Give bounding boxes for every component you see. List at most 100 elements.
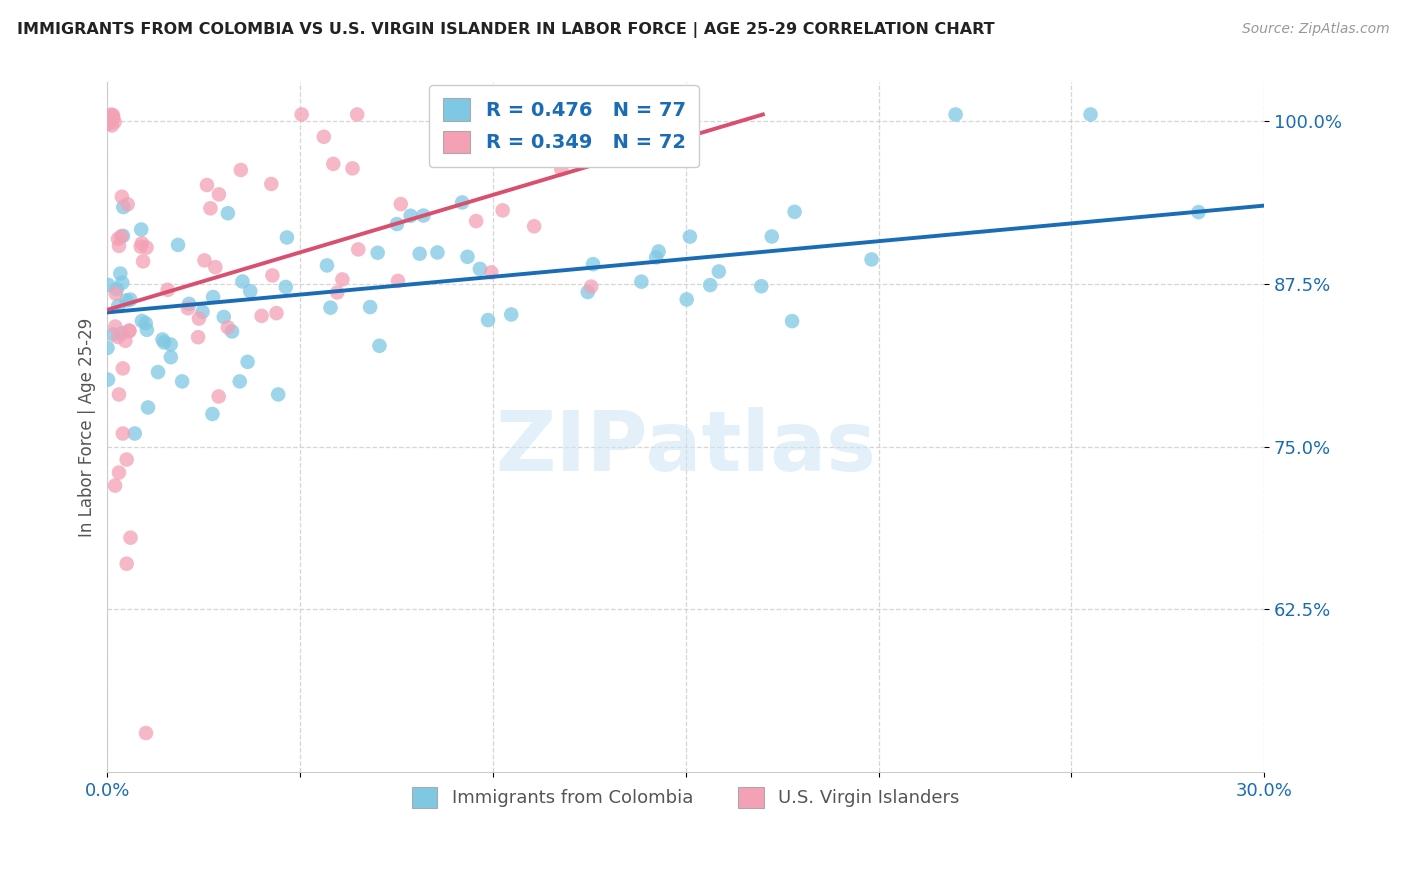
Point — [399, 209, 422, 223]
Point — [579, 279, 602, 293]
Point — [749, 279, 772, 293]
Point — [108, 387, 131, 401]
Point — [111, 426, 134, 441]
Point — [319, 301, 342, 315]
Point — [118, 324, 141, 338]
Point — [108, 239, 131, 253]
Point — [111, 326, 134, 341]
Point — [97, 373, 120, 387]
Point — [101, 111, 124, 125]
Point — [477, 313, 499, 327]
Point — [426, 245, 449, 260]
Y-axis label: In Labor Force | Age 25-29: In Labor Force | Age 25-29 — [79, 318, 96, 537]
Point — [456, 250, 478, 264]
Point — [120, 531, 142, 545]
Point — [101, 111, 124, 125]
Point — [260, 177, 283, 191]
Point — [274, 280, 297, 294]
Point — [342, 161, 364, 176]
Point — [1187, 205, 1209, 219]
Point — [699, 278, 721, 293]
Point — [98, 112, 121, 126]
Point — [221, 325, 243, 339]
Point — [101, 112, 124, 127]
Point — [368, 339, 391, 353]
Point — [550, 162, 572, 177]
Point — [159, 350, 181, 364]
Point — [208, 389, 231, 403]
Point — [236, 355, 259, 369]
Point — [204, 260, 226, 274]
Point — [112, 200, 135, 214]
Point — [129, 240, 152, 254]
Point — [104, 478, 127, 492]
Point — [108, 466, 131, 480]
Point — [367, 245, 389, 260]
Point — [107, 232, 129, 246]
Point — [312, 129, 335, 144]
Point — [146, 365, 169, 379]
Point — [202, 290, 225, 304]
Point — [217, 320, 239, 334]
Point — [105, 282, 128, 296]
Point — [115, 557, 138, 571]
Point — [193, 253, 215, 268]
Point — [120, 293, 142, 307]
Point — [501, 308, 523, 322]
Point — [229, 163, 252, 178]
Point — [860, 252, 883, 267]
Point — [783, 204, 806, 219]
Point — [111, 276, 134, 290]
Point — [98, 110, 121, 124]
Point — [582, 257, 605, 271]
Point — [679, 229, 702, 244]
Point — [491, 203, 513, 218]
Point — [101, 119, 124, 133]
Point — [107, 330, 129, 344]
Point — [135, 241, 157, 255]
Point — [136, 401, 159, 415]
Point — [523, 219, 546, 234]
Point — [129, 222, 152, 236]
Point — [231, 275, 253, 289]
Point — [152, 333, 174, 347]
Point — [100, 112, 122, 126]
Point — [536, 107, 558, 121]
Point — [153, 335, 176, 350]
Point — [111, 190, 134, 204]
Point — [96, 341, 118, 355]
Point — [262, 268, 284, 283]
Point — [276, 230, 298, 244]
Point — [111, 361, 134, 376]
Point — [412, 209, 434, 223]
Point — [100, 108, 122, 122]
Point — [201, 407, 224, 421]
Point — [707, 264, 730, 278]
Point — [761, 229, 783, 244]
Point — [101, 108, 124, 122]
Point — [291, 107, 314, 121]
Point — [188, 311, 211, 326]
Point — [387, 274, 409, 288]
Point — [316, 259, 339, 273]
Point — [115, 452, 138, 467]
Point — [118, 324, 141, 338]
Point — [217, 206, 239, 220]
Point — [322, 157, 344, 171]
Point — [132, 254, 155, 268]
Point — [104, 286, 127, 301]
Text: IMMIGRANTS FROM COLOMBIA VS U.S. VIRGIN ISLANDER IN LABOR FORCE | AGE 25-29 CORR: IMMIGRANTS FROM COLOMBIA VS U.S. VIRGIN … — [17, 22, 994, 38]
Point — [576, 285, 599, 299]
Text: ZIPatlas: ZIPatlas — [495, 407, 876, 488]
Text: Source: ZipAtlas.com: Source: ZipAtlas.com — [1241, 22, 1389, 37]
Point — [630, 275, 652, 289]
Point — [332, 272, 354, 286]
Point — [107, 299, 129, 313]
Point — [326, 285, 349, 300]
Point — [191, 305, 214, 319]
Point — [124, 426, 146, 441]
Point — [110, 267, 132, 281]
Point — [172, 375, 194, 389]
Point — [389, 197, 412, 211]
Point — [346, 107, 368, 121]
